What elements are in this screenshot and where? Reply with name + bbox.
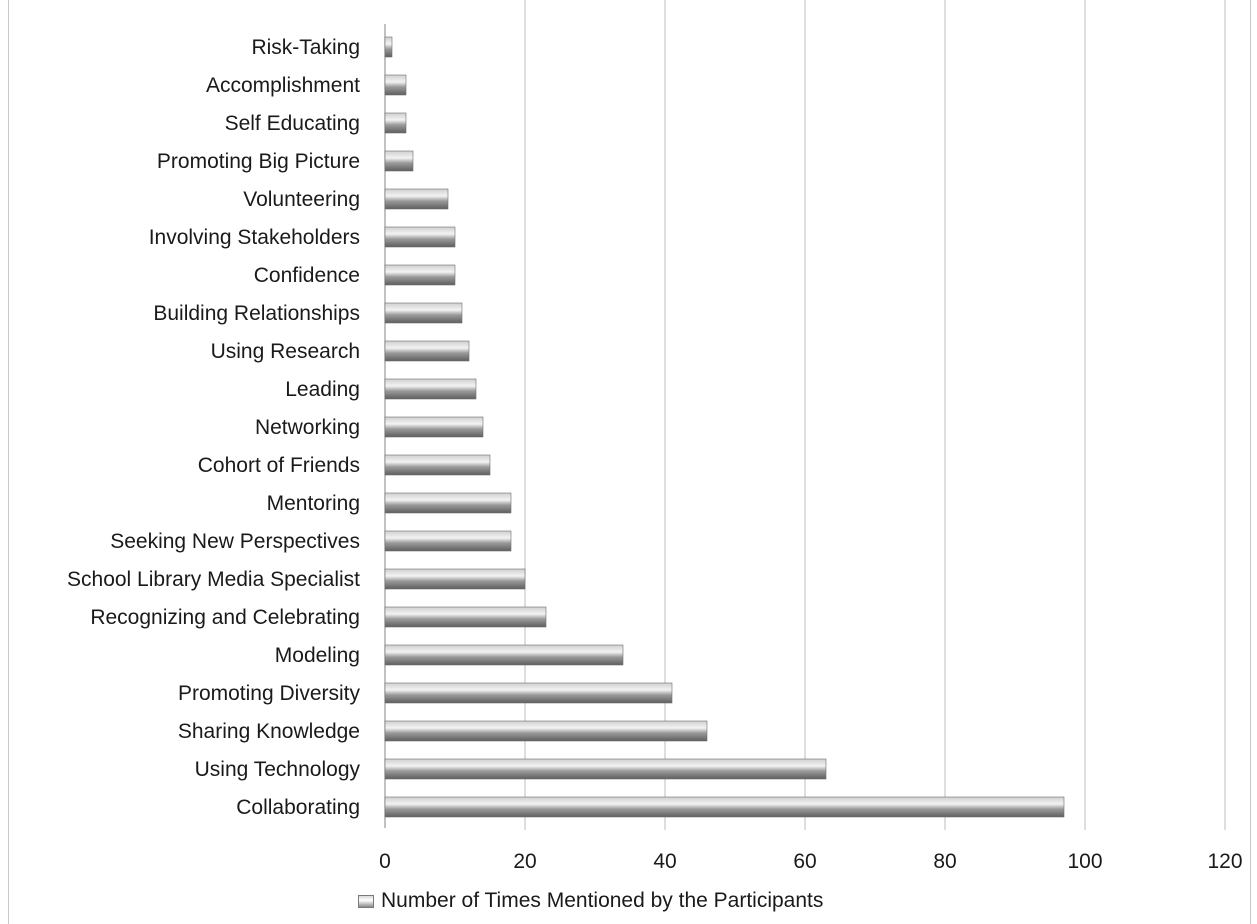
legend-label: Number of Times Mentioned by the Partici… <box>381 889 824 912</box>
bar <box>384 796 1065 818</box>
category-label: Promoting Big Picture <box>157 150 360 173</box>
bar <box>384 226 456 248</box>
category-label: Seeking New Perspectives <box>110 530 360 553</box>
bar <box>384 530 512 552</box>
category-label: Promoting Diversity <box>178 682 361 705</box>
frame-right-border <box>1250 0 1251 924</box>
category-labels: Collaborating Using Technology Sharing Kno… <box>67 36 360 819</box>
category-label: Confidence <box>254 264 360 287</box>
bar <box>384 682 673 704</box>
category-label: Modeling <box>275 644 360 667</box>
bar <box>384 720 708 742</box>
bar <box>384 264 456 286</box>
x-tick-label: 40 <box>653 850 676 873</box>
category-label: Networking <box>255 416 360 439</box>
bar <box>384 340 470 362</box>
category-label: Recognizing and Celebrating <box>90 606 360 629</box>
category-label: Self Educating <box>225 112 360 135</box>
x-tick-label: 20 <box>513 850 536 873</box>
category-label: Building Relationships <box>153 302 360 325</box>
bar <box>384 454 491 476</box>
x-tick-label: 80 <box>933 850 956 873</box>
bar <box>384 36 393 58</box>
bar <box>384 492 512 514</box>
bar <box>384 644 624 666</box>
bar <box>384 568 526 590</box>
category-label: Sharing Knowledge <box>178 720 360 743</box>
legend-swatch-icon <box>358 894 374 908</box>
bars <box>384 36 1065 818</box>
category-label: Mentoring <box>267 492 360 515</box>
category-label: Volunteering <box>243 188 360 211</box>
bar <box>384 416 484 438</box>
category-label: Cohort of Friends <box>198 454 360 477</box>
category-label: Accomplishment <box>206 74 360 97</box>
frame-left-border <box>8 0 9 924</box>
category-label: School Library Media Specialist <box>67 568 360 591</box>
bar <box>384 150 414 172</box>
x-axis-tick-labels: 0 20 40 60 80 100 120 <box>379 850 1242 873</box>
gridlines <box>384 0 1226 830</box>
bar <box>384 606 547 628</box>
category-label: Collaborating <box>236 796 360 819</box>
x-tick-label: 0 <box>379 850 391 873</box>
category-label: Using Technology <box>195 758 361 781</box>
category-label: Involving Stakeholders <box>149 226 360 249</box>
category-label: Using Research <box>211 340 360 363</box>
category-label: Leading <box>285 378 360 401</box>
bar <box>384 302 463 324</box>
bar <box>384 378 477 400</box>
bar <box>384 758 827 780</box>
legend: Number of Times Mentioned by the Partici… <box>358 886 823 916</box>
bar <box>384 188 449 210</box>
x-tick-label: 100 <box>1067 850 1102 873</box>
bar <box>384 112 407 134</box>
x-tick-label: 60 <box>793 850 816 873</box>
bar <box>384 74 407 96</box>
x-tick-label: 120 <box>1207 850 1242 873</box>
category-label: Risk-Taking <box>251 36 360 59</box>
